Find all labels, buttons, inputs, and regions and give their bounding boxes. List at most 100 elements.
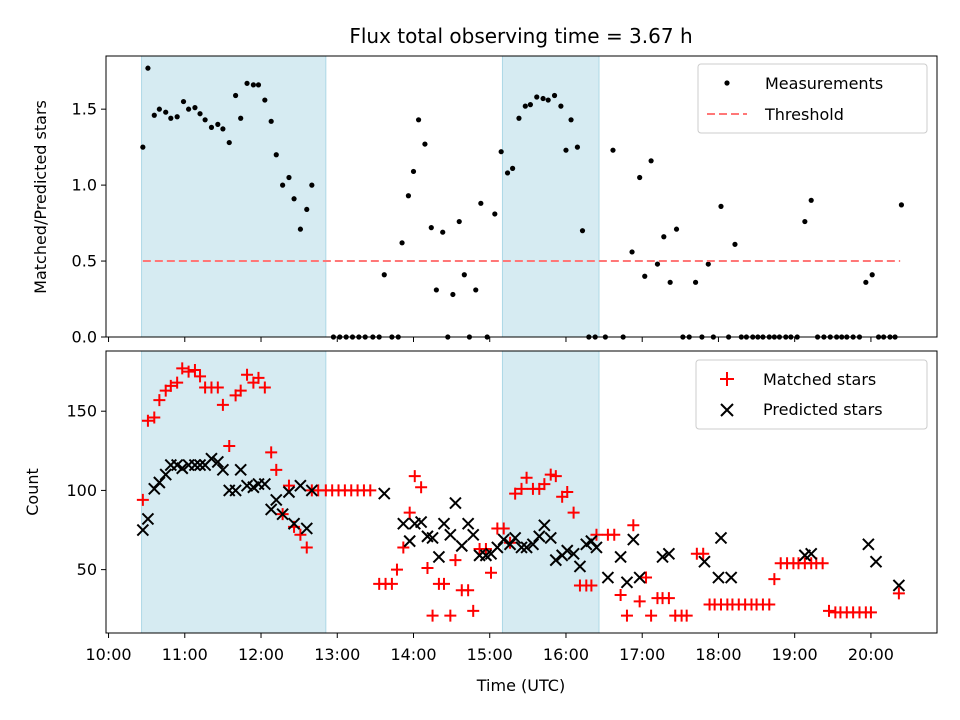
predicted-stars-point bbox=[378, 487, 391, 500]
measurement-point bbox=[661, 234, 667, 240]
matched-stars-point bbox=[241, 368, 254, 381]
x-tick-label: 14:00 bbox=[390, 645, 436, 664]
measurement-point bbox=[405, 193, 412, 199]
predicted-stars-point bbox=[176, 462, 189, 475]
measurement-point bbox=[498, 149, 504, 155]
measurement-point bbox=[450, 291, 456, 298]
x-tick-label: 20:00 bbox=[848, 645, 894, 664]
predicted-stars-point bbox=[656, 550, 669, 564]
matched-stars-point bbox=[270, 463, 283, 476]
predicted-stars-point bbox=[892, 579, 906, 592]
matched-stars-point bbox=[585, 579, 598, 592]
measurement-point bbox=[151, 112, 157, 118]
matched-stars-point bbox=[171, 376, 184, 389]
predicted-stars-point bbox=[449, 496, 462, 510]
predicted-stars-point bbox=[614, 550, 627, 564]
x-tick-label: 10:00 bbox=[85, 645, 131, 664]
matched-stars-point bbox=[567, 506, 580, 519]
predicted-stars-point bbox=[234, 463, 247, 477]
measurement-point bbox=[510, 165, 516, 171]
x-tick-label: 12:00 bbox=[238, 645, 284, 664]
predicted-stars-point bbox=[590, 541, 603, 554]
x-tick-label: 11:00 bbox=[162, 645, 208, 664]
predicted-stars-point bbox=[141, 512, 155, 526]
measurement-point bbox=[654, 261, 661, 267]
predicted-stars-point bbox=[437, 517, 451, 530]
matched-stars-point bbox=[385, 577, 398, 590]
matched-stars-point bbox=[182, 365, 195, 378]
predicted-stars-point bbox=[526, 538, 540, 551]
matched-stars-point bbox=[216, 398, 229, 411]
measurement-point bbox=[516, 115, 522, 121]
matched-stars-point bbox=[680, 609, 693, 622]
measurement-point bbox=[545, 97, 551, 103]
measurement-point bbox=[202, 117, 208, 123]
predicted-stars-point bbox=[426, 531, 439, 545]
predicted-stars-point bbox=[153, 476, 166, 489]
shaded-interval-top-1 bbox=[141, 55, 327, 338]
matched-stars-point bbox=[300, 541, 313, 554]
measurement-point bbox=[145, 65, 151, 71]
measurement-point bbox=[648, 158, 654, 164]
measurement-point bbox=[673, 226, 680, 232]
measurement-point bbox=[551, 92, 558, 99]
measurement-point bbox=[563, 147, 569, 153]
measurement-point bbox=[185, 106, 192, 112]
measurement-point bbox=[705, 261, 711, 267]
measurement-point bbox=[156, 106, 162, 112]
matched-stars-point bbox=[620, 609, 633, 622]
matched-stars-point bbox=[697, 547, 710, 560]
top-legend: Measurements Threshold bbox=[697, 63, 928, 134]
predicted-stars-point bbox=[432, 550, 446, 564]
y-tick-label: 100 bbox=[66, 481, 97, 500]
matched-stars-point bbox=[640, 571, 653, 584]
predicted-stars-point bbox=[698, 555, 711, 568]
predicted-stars-point bbox=[276, 507, 289, 521]
measurement-point bbox=[304, 206, 310, 213]
predicted-stars-point bbox=[305, 484, 319, 497]
legend-marker-predicted bbox=[720, 403, 734, 417]
measurement-point bbox=[558, 103, 564, 109]
measurement-point bbox=[637, 174, 643, 181]
measurement-point bbox=[642, 273, 648, 279]
matched-stars-point bbox=[390, 563, 403, 576]
bottom-x-axis: 10:00 11:00 12:00 13:00 14:00 15:00 16:00 17:00… bbox=[85, 633, 894, 664]
measurement-point bbox=[540, 95, 546, 102]
matched-stars-point bbox=[211, 381, 224, 394]
measurement-point bbox=[422, 141, 428, 147]
predicted-stars-point bbox=[520, 541, 533, 554]
measurement-point bbox=[473, 287, 479, 293]
measurement-point bbox=[233, 92, 239, 99]
measurement-point bbox=[180, 98, 187, 105]
bottom-legend: Matched stars Predicted stars bbox=[695, 359, 928, 430]
matched-stars-point bbox=[822, 604, 835, 617]
matched-stars-point bbox=[223, 440, 236, 453]
measurement-point bbox=[456, 218, 462, 225]
x-tick-label: 19:00 bbox=[772, 645, 818, 664]
legend-label-predicted: Predicted stars bbox=[763, 400, 883, 419]
matched-stars-point bbox=[538, 478, 551, 491]
matched-stars-point bbox=[816, 557, 829, 570]
y-tick-label: 1.0 bbox=[72, 176, 97, 195]
matched-stars-point bbox=[462, 584, 475, 597]
predicted-stars-point bbox=[216, 463, 230, 477]
matched-stars-point bbox=[467, 604, 480, 617]
y-tick-label: 0.5 bbox=[72, 252, 97, 271]
measurement-point bbox=[208, 124, 215, 130]
measurement-point bbox=[381, 272, 387, 278]
predicted-stars-point bbox=[712, 571, 725, 584]
chart-title: Flux total observing time = 3.67 h bbox=[349, 24, 692, 48]
predicted-stars-point bbox=[724, 571, 738, 584]
predicted-stars-point bbox=[258, 477, 272, 491]
predicted-stars-point bbox=[403, 534, 416, 548]
measurement-point bbox=[732, 241, 738, 247]
matched-stars-point bbox=[153, 394, 166, 407]
measurement-point bbox=[718, 203, 724, 209]
predicted-stars-point bbox=[804, 547, 818, 560]
x-tick-label: 15:00 bbox=[467, 645, 513, 664]
matched-stars-point bbox=[509, 487, 522, 500]
measurement-point bbox=[610, 147, 616, 153]
x-tick-label: 18:00 bbox=[695, 645, 741, 664]
